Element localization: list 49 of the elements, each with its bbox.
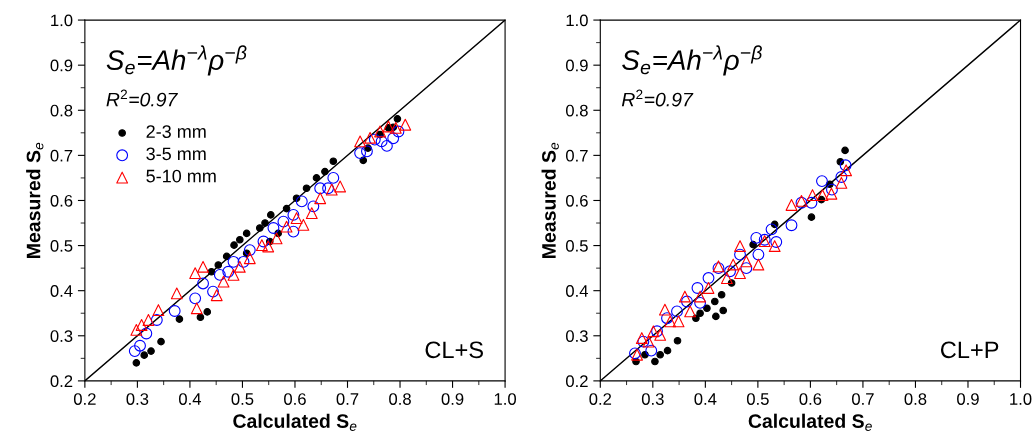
- y-tick-label: 0.7: [50, 149, 73, 162]
- y-tick-label: 0.3: [565, 330, 588, 342]
- y-tick-label: 0.5: [565, 239, 588, 252]
- legend-label: 2-3 mm: [146, 125, 206, 138]
- y-tick-label: 0.8: [565, 104, 588, 117]
- x-tick-label: 0.3: [126, 393, 149, 405]
- legend-label: 5-10 mm: [146, 169, 216, 183]
- y-tick-label: 0.4: [565, 285, 589, 297]
- y-tick-label: 0.6: [50, 194, 73, 207]
- x-tick-label: 0.5: [746, 393, 769, 405]
- annotation: S$_{e}$=Ah$^{−λ}$ρ$^{−β}$: [622, 45, 762, 76]
- x-tick-label: 0.4: [178, 393, 202, 405]
- x-tick-label: 0.2: [589, 393, 612, 405]
- x-tick-label: 0.8: [904, 393, 927, 405]
- y-tick-label: 0.3: [50, 330, 73, 342]
- y-axis-title: Measured S$_{e}$: [541, 142, 559, 258]
- y-tick-label: 1.0: [566, 14, 588, 27]
- y-tick-label: 0.9: [565, 59, 588, 72]
- y-tick-label: 0.7: [565, 149, 588, 162]
- annotation: CL+S: [425, 341, 483, 359]
- y-tick-label: 0.8: [50, 104, 73, 117]
- y-axis-title: Measured S$_{e}$: [26, 142, 44, 258]
- x-tick-label: 0.9: [957, 393, 979, 405]
- x-tick-label: 1.0: [494, 393, 517, 405]
- y-tick-label: 0.2: [50, 375, 73, 388]
- x-tick-label: 0.5: [231, 393, 254, 405]
- y-tick-label: 0.9: [50, 59, 73, 72]
- annotation: R$^{2}$=0.97: [106, 89, 178, 107]
- y-tick-label: 1.0: [51, 14, 73, 27]
- x-tick-label: 0.7: [852, 393, 874, 405]
- x-axis-title: Calculated S$_{e}$: [233, 413, 357, 431]
- x-tick-label: 0.6: [284, 393, 306, 405]
- x-axis-title: Calculated S$_{e}$: [748, 413, 872, 431]
- y-tick-label: 0.4: [50, 285, 73, 297]
- x-tick-label: 0.2: [73, 393, 96, 405]
- x-tick-label: 0.8: [389, 393, 411, 405]
- x-tick-label: 0.7: [336, 393, 359, 405]
- annotation: CL+P: [940, 341, 999, 359]
- y-tick-label: 0.2: [565, 375, 588, 388]
- x-tick-label: 0.4: [694, 393, 717, 405]
- y-tick-label: 0.6: [565, 194, 588, 207]
- annotation: R$^{2}$=0.97: [621, 89, 694, 107]
- x-tick-label: 0.9: [441, 393, 464, 405]
- legend-label: 3-5 mm: [146, 147, 206, 161]
- x-tick-label: 0.6: [799, 393, 822, 405]
- y-tick-label: 0.5: [50, 239, 73, 252]
- annotation: S$_{e}$=Ah$^{−λ}$ρ$^{−β}$: [106, 45, 247, 76]
- x-tick-label: 1.0: [1010, 393, 1032, 405]
- x-tick-label: 0.3: [641, 393, 664, 405]
